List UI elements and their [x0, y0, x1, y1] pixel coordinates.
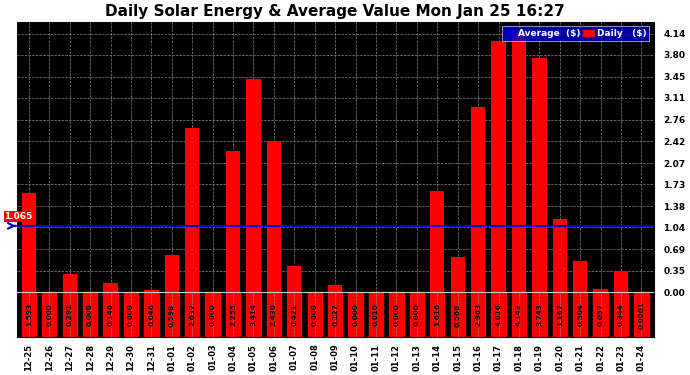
Bar [553, 219, 567, 292]
Bar [451, 257, 465, 292]
Bar [63, 274, 77, 292]
Bar [410, 292, 424, 338]
Text: 3.743: 3.743 [536, 304, 542, 326]
Bar [430, 292, 444, 338]
Bar [124, 292, 138, 338]
Bar [287, 292, 302, 338]
Bar [226, 152, 240, 292]
Text: 1.167: 1.167 [557, 303, 563, 326]
Bar [614, 292, 628, 338]
Bar [104, 284, 118, 292]
Bar [246, 79, 261, 292]
Bar [471, 292, 485, 338]
Text: 0.421: 0.421 [291, 304, 297, 326]
Bar [165, 255, 179, 292]
Text: 0.598: 0.598 [169, 303, 175, 327]
Bar [287, 266, 302, 292]
Text: 0.146: 0.146 [108, 303, 114, 326]
Bar [308, 292, 322, 338]
Bar [573, 261, 587, 292]
Text: 0.046: 0.046 [148, 303, 155, 326]
Text: 0.000: 0.000 [210, 304, 216, 326]
Bar [532, 292, 546, 338]
Text: 0.000: 0.000 [312, 304, 317, 326]
Bar [593, 292, 608, 338]
Bar [634, 292, 649, 338]
Bar [451, 292, 465, 338]
Title: Daily Solar Energy & Average Value Mon Jan 25 16:27: Daily Solar Energy & Average Value Mon J… [106, 4, 565, 19]
Bar [226, 292, 240, 338]
Bar [573, 292, 587, 338]
Bar [512, 33, 526, 292]
Text: 0.344: 0.344 [618, 304, 624, 326]
Bar [185, 128, 199, 292]
Text: 0.000: 0.000 [393, 304, 400, 326]
Bar [104, 292, 118, 338]
Bar [144, 290, 159, 292]
Text: 4.016: 4.016 [495, 303, 502, 326]
Bar [491, 41, 506, 292]
Bar [21, 193, 36, 292]
Bar [83, 292, 97, 338]
Bar [491, 292, 506, 338]
Text: 1.616: 1.616 [434, 303, 440, 327]
Bar [42, 292, 57, 338]
Text: 4.142: 4.142 [516, 304, 522, 326]
Text: 0.010: 0.010 [373, 304, 379, 326]
Text: 0.057: 0.057 [598, 303, 604, 326]
Bar [21, 292, 36, 338]
Bar [185, 292, 199, 338]
Bar [348, 292, 363, 338]
Bar [369, 292, 383, 338]
Bar [165, 292, 179, 338]
Bar [206, 292, 220, 338]
Bar [532, 58, 546, 292]
Text: 0.000: 0.000 [87, 304, 93, 326]
Text: Copyright 2016 Cartronics.com: Copyright 2016 Cartronics.com [55, 42, 197, 51]
Text: 2.637: 2.637 [189, 303, 195, 326]
Text: 0.0001: 0.0001 [638, 301, 644, 329]
Bar [614, 271, 628, 292]
Text: 1.065: 1.065 [5, 212, 32, 221]
Text: 0.000: 0.000 [128, 304, 134, 326]
Bar [246, 292, 261, 338]
Bar [430, 191, 444, 292]
Text: 3.414: 3.414 [250, 304, 257, 326]
Text: 0.000: 0.000 [46, 304, 52, 326]
Text: 1.593: 1.593 [26, 303, 32, 327]
Bar [512, 292, 526, 338]
Bar [593, 289, 608, 292]
Legend: Average  ($), Daily   ($): Average ($), Daily ($) [502, 26, 649, 40]
Bar [328, 292, 342, 338]
Text: 0.291: 0.291 [67, 303, 72, 326]
Text: 0.127: 0.127 [332, 304, 338, 326]
Text: 2.430: 2.430 [271, 304, 277, 326]
Bar [63, 292, 77, 338]
Bar [328, 285, 342, 292]
Text: 0.000: 0.000 [414, 304, 420, 326]
Bar [267, 141, 281, 292]
Text: 0.566: 0.566 [455, 303, 461, 327]
Bar [553, 292, 567, 338]
Text: 2.255: 2.255 [230, 303, 236, 327]
Bar [144, 292, 159, 338]
Bar [471, 107, 485, 292]
Bar [267, 292, 281, 338]
Bar [389, 292, 404, 338]
Text: 0.504: 0.504 [578, 303, 583, 326]
Text: 2.963: 2.963 [475, 303, 481, 327]
Text: 0.000: 0.000 [353, 304, 359, 326]
